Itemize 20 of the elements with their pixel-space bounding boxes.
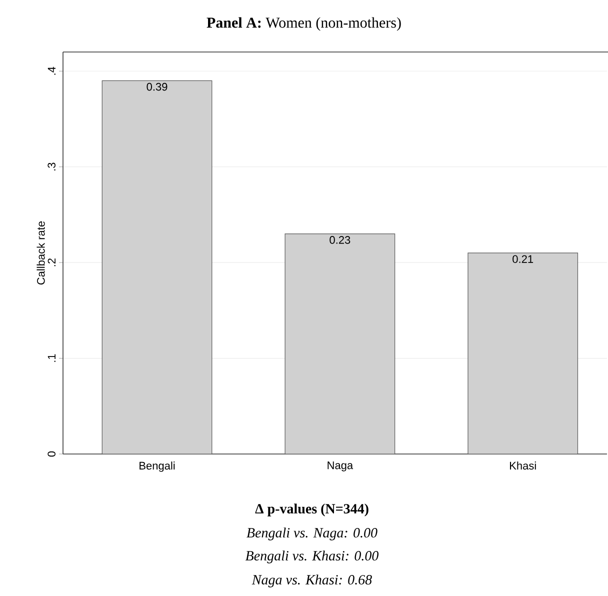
bar (102, 80, 212, 454)
bar (468, 252, 578, 454)
x-tick-label: Khasi (510, 462, 536, 470)
y-tick-label: 0 (48, 451, 56, 457)
y-axis-title: Callback rate (36, 221, 45, 285)
y-tick-label: .1 (48, 354, 56, 362)
x-tick-label: Bengali (140, 462, 175, 472)
text: Δ p-values (N=344) (255, 504, 368, 516)
chart-title: Panel A: Women (non-mothers) (206, 17, 401, 31)
y-tick-label: .3 (48, 162, 56, 170)
bar (284, 234, 396, 454)
data-label: 0.23 (330, 236, 350, 244)
y-tick-label: .4 (48, 66, 56, 75)
y-tick-label: .2 (48, 258, 56, 266)
text: Bengali vs. Khasi: 0.00 (245, 550, 379, 564)
text: Bengali vs. Naga: 0.00 (246, 528, 378, 540)
x-tick-label: Naga (328, 462, 354, 472)
text: Naga vs. Khasi: 0.68 (252, 574, 372, 588)
data-label: 0.21 (512, 255, 534, 263)
data-label: 0.39 (146, 82, 168, 91)
